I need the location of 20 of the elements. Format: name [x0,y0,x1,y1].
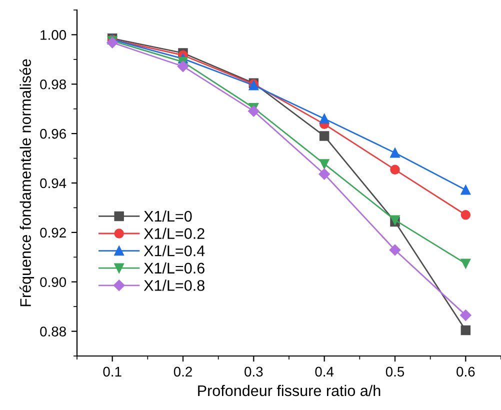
y-tick-label: 0.88 [40,326,66,336]
y-tick-label: 0.98 [40,79,66,90]
x-tick-label: 0.5 [386,366,404,377]
x-tick-label: 0.6 [456,366,475,377]
y-tick-label: 0.94 [40,178,66,188]
y-tick-label: 1.00 [40,30,66,40]
legend-label: X1/L=0.4 [144,245,205,256]
x-axis-title: Profondeur fissure ratio a/h [198,384,380,396]
x-tick-label: 0.2 [174,366,192,377]
y-tick-label: 0.90 [40,277,66,288]
x-tick-label: 0.1 [103,366,122,377]
legend-label: X1/L=0.2 [144,228,204,240]
x-tick-label: 0.3 [244,366,263,377]
legend-label: X1/L=0 [144,210,192,222]
x-tick-label: 0.4 [315,366,334,377]
legend-label: X1/L=0.6 [144,262,204,274]
y-tick-label: 0.96 [40,128,66,139]
legend-label: X1/L=0.8 [144,280,204,291]
y-tick-label: 0.92 [40,228,66,238]
y-axis-title: Fréquence fondamentale normalisée [20,59,34,306]
